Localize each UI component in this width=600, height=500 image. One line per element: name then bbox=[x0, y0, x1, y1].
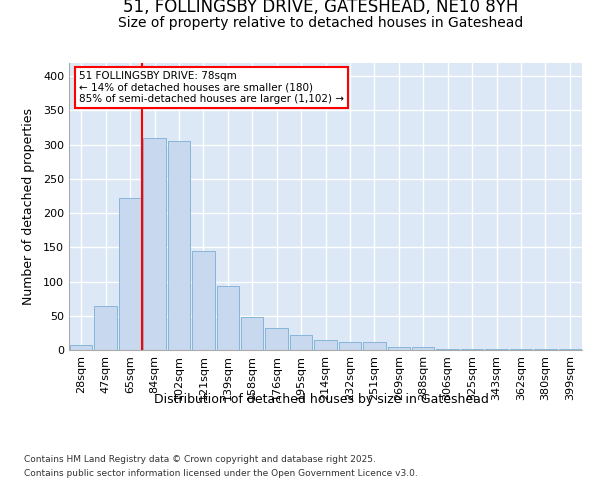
Text: Size of property relative to detached houses in Gateshead: Size of property relative to detached ho… bbox=[118, 16, 524, 30]
Bar bbox=[241, 317, 263, 350]
Text: 51 FOLLINGSBY DRIVE: 78sqm
← 14% of detached houses are smaller (180)
85% of sem: 51 FOLLINGSBY DRIVE: 78sqm ← 14% of deta… bbox=[79, 71, 344, 104]
Text: Contains public sector information licensed under the Open Government Licence v3: Contains public sector information licen… bbox=[24, 469, 418, 478]
Bar bbox=[314, 340, 337, 350]
Y-axis label: Number of detached properties: Number of detached properties bbox=[22, 108, 35, 304]
Bar bbox=[412, 346, 434, 350]
Bar bbox=[265, 328, 288, 350]
Bar bbox=[70, 344, 92, 350]
Bar bbox=[119, 198, 142, 350]
Text: Distribution of detached houses by size in Gateshead: Distribution of detached houses by size … bbox=[154, 392, 488, 406]
Bar bbox=[192, 250, 215, 350]
Bar bbox=[143, 138, 166, 350]
Bar bbox=[436, 348, 459, 350]
Bar bbox=[94, 306, 117, 350]
Bar bbox=[338, 342, 361, 350]
Bar bbox=[388, 346, 410, 350]
Bar bbox=[290, 335, 313, 350]
Bar bbox=[363, 342, 386, 350]
Bar bbox=[217, 286, 239, 350]
Text: Contains HM Land Registry data © Crown copyright and database right 2025.: Contains HM Land Registry data © Crown c… bbox=[24, 456, 376, 464]
Text: 51, FOLLINGSBY DRIVE, GATESHEAD, NE10 8YH: 51, FOLLINGSBY DRIVE, GATESHEAD, NE10 8Y… bbox=[124, 0, 518, 16]
Bar bbox=[167, 141, 190, 350]
